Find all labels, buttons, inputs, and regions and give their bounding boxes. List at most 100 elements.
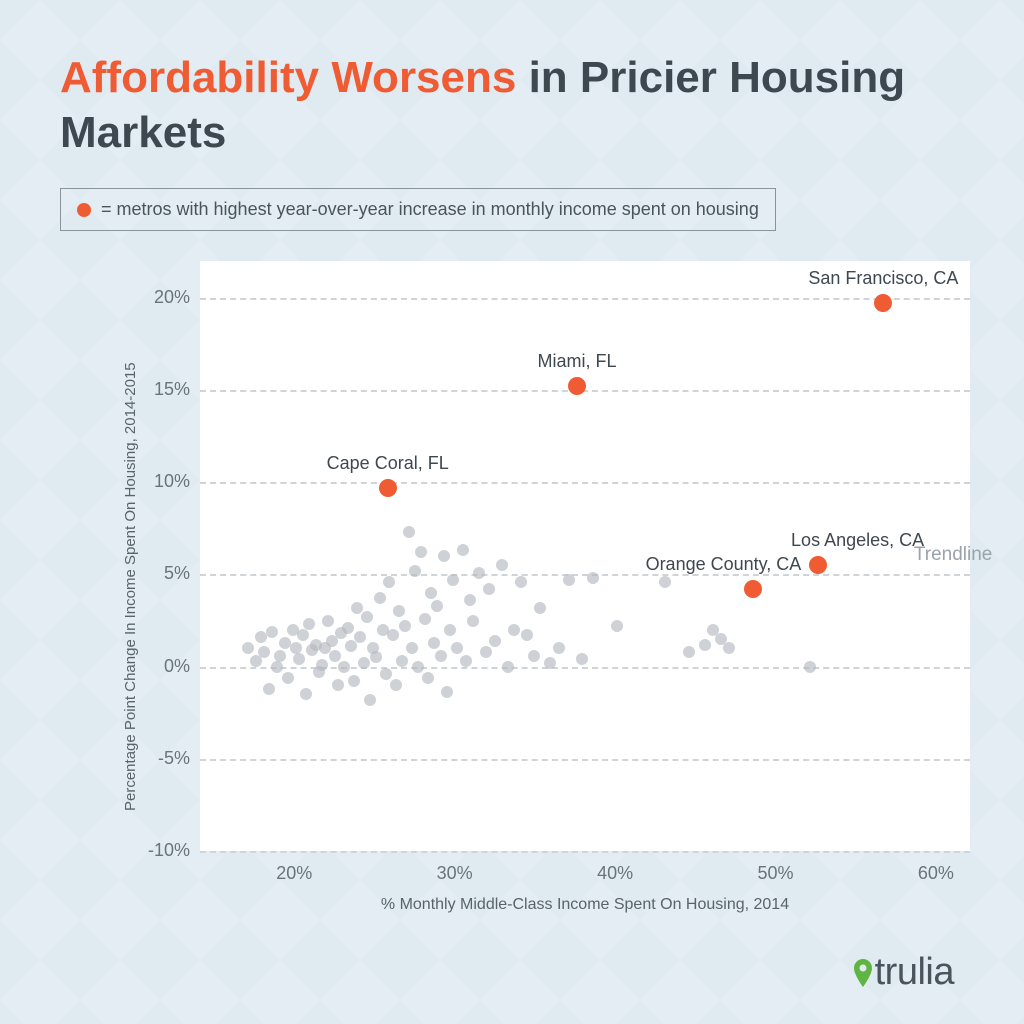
x-tick-label: 60% — [918, 863, 954, 884]
metro-point — [415, 546, 427, 558]
metro-point — [338, 661, 350, 673]
metro-point — [553, 642, 565, 654]
highlight-metro-point — [874, 294, 892, 312]
highlight-metro-point — [809, 556, 827, 574]
y-tick-label: 20% — [140, 287, 190, 308]
metro-point — [804, 661, 816, 673]
metro-point — [444, 624, 456, 636]
y-tick-label: 5% — [140, 563, 190, 584]
metro-point — [502, 661, 514, 673]
trendline-label: Trendline — [914, 544, 993, 566]
metro-point — [457, 544, 469, 556]
metro-point — [447, 574, 459, 586]
metro-point — [263, 683, 275, 695]
highlight-metro-point — [379, 479, 397, 497]
metro-point — [489, 635, 501, 647]
metro-point — [406, 642, 418, 654]
metro-point — [425, 587, 437, 599]
metro-point — [258, 646, 270, 658]
y-tick-label: -5% — [140, 748, 190, 769]
metro-point — [242, 642, 254, 654]
metro-point — [576, 653, 588, 665]
y-tick-label: -10% — [140, 840, 190, 861]
gridline — [200, 759, 970, 761]
metro-point — [534, 602, 546, 614]
metro-point — [348, 675, 360, 687]
metro-point — [683, 646, 695, 658]
metro-point — [659, 576, 671, 588]
metro-point — [358, 657, 370, 669]
gridline — [200, 574, 970, 576]
metro-point — [521, 629, 533, 641]
metro-point — [399, 620, 411, 632]
plot-background — [200, 261, 970, 851]
metro-point — [380, 668, 392, 680]
gridline — [200, 851, 970, 853]
highlight-metro-label: San Francisco, CA — [808, 268, 958, 289]
metro-point — [480, 646, 492, 658]
legend-dot-icon — [77, 203, 91, 217]
metro-point — [587, 572, 599, 584]
metro-point — [515, 576, 527, 588]
gridline — [200, 298, 970, 300]
metro-point — [266, 626, 278, 638]
metro-point — [393, 605, 405, 617]
metro-point — [279, 637, 291, 649]
y-tick-label: 15% — [140, 379, 190, 400]
metro-point — [387, 629, 399, 641]
metro-point — [528, 650, 540, 662]
highlight-metro-label: Miami, FL — [537, 351, 616, 372]
x-tick-label: 30% — [437, 863, 473, 884]
metro-point — [464, 594, 476, 606]
metro-point — [364, 694, 376, 706]
highlight-metro-label: Los Angeles, CA — [791, 530, 924, 551]
trulia-logo: trulia — [854, 951, 954, 994]
metro-point — [496, 559, 508, 571]
infographic-container: Affordability Worsens in Pricier Housing… — [0, 0, 1024, 951]
title-accent: Affordability Worsens — [60, 53, 516, 102]
metro-point — [322, 615, 334, 627]
metro-point — [300, 688, 312, 700]
metro-point — [428, 637, 440, 649]
x-tick-label: 40% — [597, 863, 633, 884]
legend: = metros with highest year-over-year inc… — [60, 188, 776, 231]
metro-point — [255, 631, 267, 643]
metro-point — [329, 650, 341, 662]
metro-point — [396, 655, 408, 667]
metro-point — [383, 576, 395, 588]
metro-point — [390, 679, 402, 691]
metro-point — [345, 640, 357, 652]
metro-point — [563, 574, 575, 586]
legend-text: = metros with highest year-over-year inc… — [101, 199, 759, 220]
y-tick-label: 10% — [140, 471, 190, 492]
gridline — [200, 482, 970, 484]
metro-point — [723, 642, 735, 654]
metro-point — [508, 624, 520, 636]
y-axis-label: Percentage Point Change In Income Spent … — [122, 362, 139, 811]
chart-title: Affordability Worsens in Pricier Housing… — [60, 50, 964, 160]
highlight-metro-label: Cape Coral, FL — [327, 453, 449, 474]
metro-point — [297, 629, 309, 641]
metro-point — [419, 613, 431, 625]
metro-point — [438, 550, 450, 562]
metro-point — [473, 567, 485, 579]
x-tick-label: 50% — [758, 863, 794, 884]
metro-point — [370, 651, 382, 663]
metro-point — [293, 653, 305, 665]
metro-point — [544, 657, 556, 669]
metro-point — [403, 526, 415, 538]
metro-point — [441, 686, 453, 698]
map-pin-icon — [854, 959, 872, 987]
metro-point — [303, 618, 315, 630]
metro-point — [409, 565, 421, 577]
metro-point — [467, 615, 479, 627]
metro-point — [460, 655, 472, 667]
x-tick-label: 20% — [276, 863, 312, 884]
metro-point — [316, 659, 328, 671]
metro-point — [483, 583, 495, 595]
metro-point — [354, 631, 366, 643]
metro-point — [332, 679, 344, 691]
metro-point — [611, 620, 623, 632]
metro-point — [451, 642, 463, 654]
highlight-metro-label: Orange County, CA — [646, 554, 802, 575]
